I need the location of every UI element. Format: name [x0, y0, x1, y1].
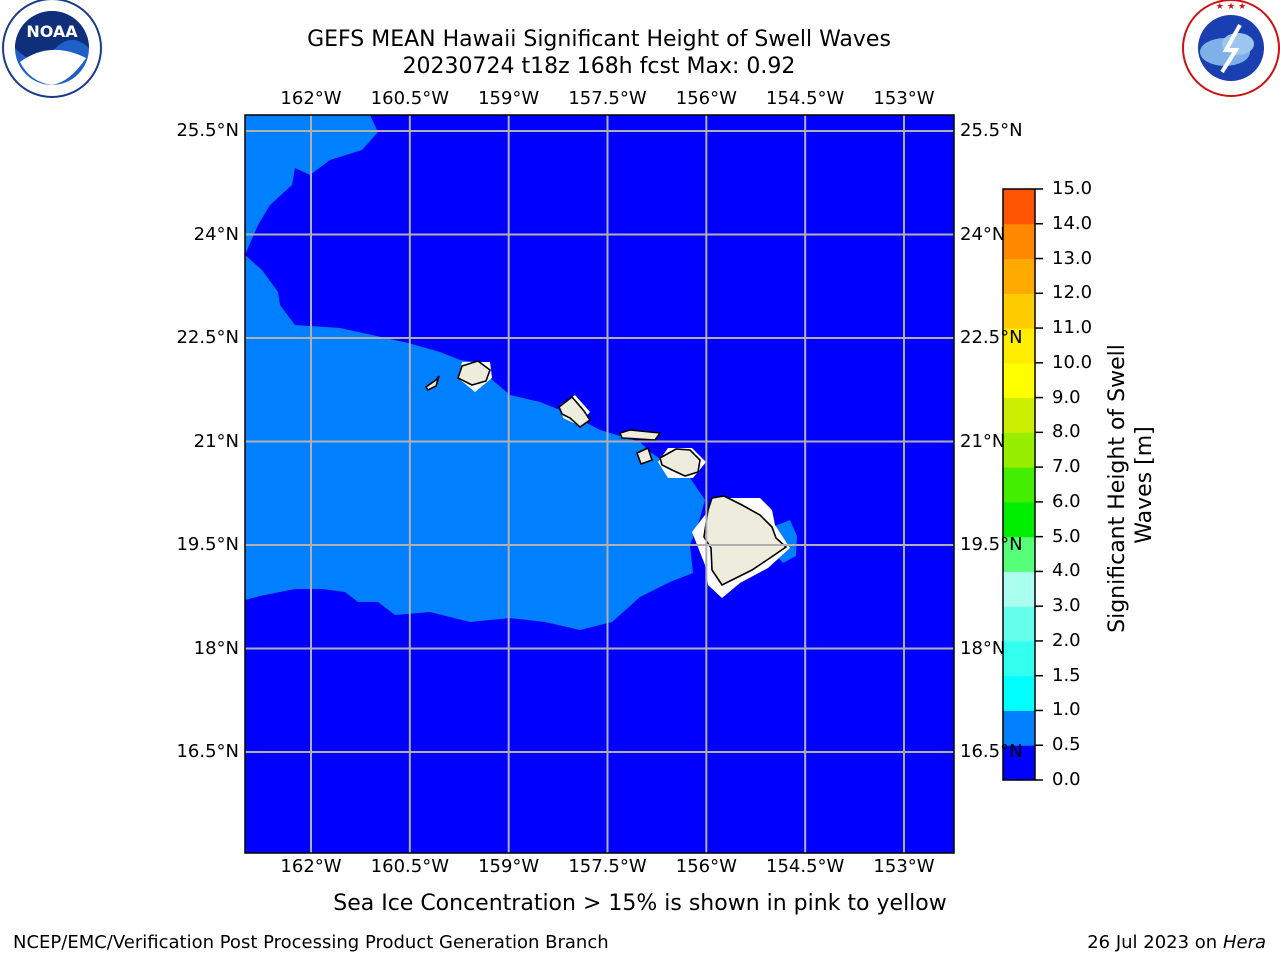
- colorbar-swatch: [1003, 675, 1035, 711]
- colorbar-swatch: [1003, 606, 1035, 642]
- colorbar-tick-label: 7.0: [1052, 456, 1081, 478]
- lat-tick-label: 21°N: [193, 430, 239, 452]
- lat-tick-label: 25.5°N: [176, 120, 239, 141]
- lat-tick-label: 18°N: [960, 637, 1006, 659]
- noaa-logo: NOAA: [2, 0, 102, 98]
- colorbar-swatch: [1003, 501, 1035, 538]
- lon-tick-label: 156°W: [675, 88, 737, 109]
- island-kauai: [457, 360, 491, 386]
- noaa-logo-text: NOAA: [26, 22, 78, 41]
- colorbar-tick-label: 14.0: [1052, 212, 1093, 234]
- lon-tick-label: 154.5°W: [765, 856, 845, 877]
- colorbar-swatch: [1003, 397, 1035, 433]
- footer-host: Hera: [1222, 932, 1266, 953]
- sea-ice-note: Sea Ice Concentration > 15% is shown in …: [333, 891, 947, 916]
- colorbar-label: Significant Height of Swell Waves [m]: [1105, 337, 1157, 633]
- island-oahu: [558, 395, 592, 429]
- lon-tick-label: 153°W: [873, 856, 935, 877]
- lat-tick-label: 19.5°N: [176, 534, 239, 555]
- colorbar-swatch: [1003, 362, 1035, 399]
- colorbar-tick-label: 12.0: [1052, 282, 1093, 304]
- colorbar-swatch: [1003, 710, 1035, 746]
- island-hawaii: [703, 495, 788, 587]
- lon-tick-label: 162°W: [280, 856, 342, 877]
- colorbar-swatch: [1003, 432, 1035, 468]
- colorbar: [1003, 188, 1043, 781]
- footer-date: 26 Jul 2023 on Hera: [1087, 932, 1266, 954]
- chart-title: GEFS MEAN Hawaii Significant Height of S…: [307, 27, 891, 52]
- lat-tick-label: 21°N: [960, 430, 1006, 452]
- colorbar-swatch: [1003, 536, 1035, 572]
- colorbar-swatch: [1003, 189, 1035, 225]
- lon-tick-label: 157.5°W: [568, 856, 647, 877]
- lon-tick-label: 159°W: [478, 88, 540, 109]
- lat-tick-label: 24°N: [960, 223, 1006, 245]
- lon-tick-label: 160.5°W: [370, 856, 449, 877]
- colorbar-frame: [1002, 188, 1036, 781]
- map-frame: [244, 114, 955, 854]
- footer-date-text: 26 Jul 2023 on: [1087, 932, 1218, 953]
- island-lanai: [635, 446, 654, 466]
- colorbar-swatch: [1003, 293, 1035, 329]
- colorbar-swatch: [1003, 223, 1035, 260]
- footer-branch: NCEP/EMC/Verification Post Processing Pr…: [13, 932, 609, 953]
- colorbar-tick-label: 13.0: [1052, 247, 1093, 269]
- lat-tick-label: 22.5°N: [960, 327, 1023, 348]
- colorbar-tick-label: 3.0: [1052, 595, 1081, 617]
- lon-tick-label: 162°W: [280, 88, 342, 109]
- lat-tick-label: 16.5°N: [960, 741, 1023, 762]
- colorbar-tick-label: 15.0: [1052, 178, 1093, 199]
- colorbar-swatch: [1003, 467, 1035, 503]
- colorbar-tick-label: 9.0: [1052, 386, 1081, 408]
- colorbar-tick-label: 2.0: [1052, 629, 1081, 651]
- lon-tick-label: 160.5°W: [370, 88, 449, 109]
- lat-tick-label: 24°N: [193, 223, 239, 245]
- colorbar-tick-label: 1.5: [1052, 664, 1081, 686]
- colorbar-swatch: [1003, 258, 1035, 294]
- chart-subtitle: 20230724 t18z 168h fcst Max: 0.92: [402, 54, 796, 79]
- colorbar-tick-label: 6.0: [1052, 490, 1081, 512]
- colorbar-swatch: [1003, 745, 1035, 781]
- colorbar-tick-label: 5.0: [1052, 525, 1081, 547]
- colorbar-tick-label: 0.5: [1052, 734, 1081, 756]
- colorbar-tick-label: 1.0: [1052, 699, 1081, 721]
- islands: [424, 360, 788, 587]
- lon-tick-label: 159°W: [478, 856, 540, 877]
- colorbar-swatch: [1003, 640, 1035, 677]
- lon-tick-label: 154.5°W: [765, 88, 845, 109]
- lat-tick-label: 19.5°N: [960, 534, 1023, 555]
- colorbar-tick-label: 10.0: [1052, 351, 1093, 373]
- island-niihau: [424, 375, 440, 392]
- lat-tick-label: 22.5°N: [176, 327, 239, 348]
- island-molokai: [618, 429, 662, 441]
- map-gridlines: [245, 115, 954, 853]
- map-area: [244, 114, 955, 854]
- colorbar-swatch: [1003, 571, 1035, 607]
- lat-tick-label: 16.5°N: [176, 741, 239, 762]
- colorbar-tick-label: 11.0: [1052, 317, 1093, 339]
- lat-tick-label: 25.5°N: [960, 120, 1023, 141]
- colorbar-tick-label: 0.0: [1052, 769, 1081, 790]
- lon-tick-label: 153°W: [873, 88, 935, 109]
- lon-tick-label: 157.5°W: [568, 88, 647, 109]
- colorbar-tick-label: 8.0: [1052, 421, 1081, 443]
- nws-logo-text: ★ ★ ★: [1216, 2, 1246, 12]
- nws-logo: ★ ★ ★: [1182, 0, 1280, 97]
- lat-tick-label: 18°N: [193, 637, 239, 659]
- colorbar-tick-label: 4.0: [1052, 560, 1081, 582]
- lon-tick-label: 156°W: [675, 856, 737, 877]
- colorbar-swatch: [1003, 328, 1035, 364]
- island-maui: [659, 448, 701, 477]
